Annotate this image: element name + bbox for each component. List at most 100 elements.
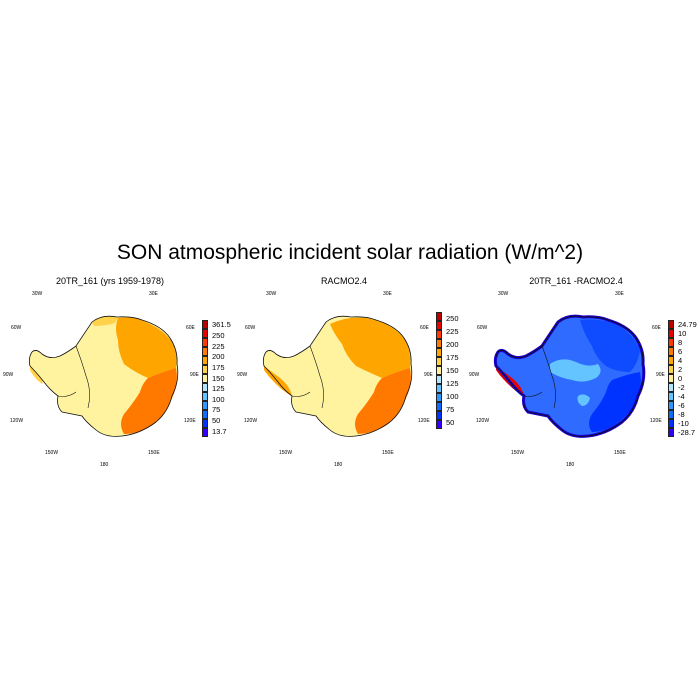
colorbar-label: 225 — [446, 326, 459, 336]
colorbar-label: 10 — [678, 328, 687, 338]
east-antarctica-region — [330, 317, 411, 378]
colorbar — [202, 320, 208, 437]
colorbar-swatch — [202, 383, 208, 392]
lon-label-30w: 30W — [498, 291, 509, 297]
colorbar-label: 200 — [212, 352, 225, 362]
lon-label-150e: 150E — [148, 450, 160, 456]
colorbar — [436, 312, 442, 429]
lon-label-180: 180 — [566, 462, 575, 468]
colorbar-swatch — [668, 383, 674, 392]
colorbar-swatch — [202, 410, 208, 419]
colorbar-label: 8 — [678, 337, 683, 347]
lon-label-150e: 150E — [614, 450, 626, 456]
lon-label-120e: 120E — [650, 418, 662, 424]
lon-label-120w: 120W — [244, 418, 258, 424]
lon-label-150w: 150W — [511, 450, 525, 456]
lon-label-120w: 120W — [10, 418, 24, 424]
lon-label-90e: 90E — [190, 372, 199, 378]
coastline — [28, 315, 179, 437]
colorbar-label: 75 — [212, 405, 221, 415]
colorbar-label: 175 — [212, 362, 225, 372]
figure-title: SON atmospheric incident solar radiation… — [116, 241, 584, 264]
coastline — [494, 315, 645, 437]
lon-label-90e: 90E — [656, 372, 665, 378]
coastal-region — [30, 316, 118, 384]
colorbar-label: 250 — [446, 313, 459, 323]
lon-label-90w: 90W — [3, 372, 14, 378]
colorbar-swatch — [202, 401, 208, 410]
map-panel-1: 20TR_161 (yrs 1959-1978) 30W 30E 60W 60E… — [0, 276, 231, 468]
colorbar-swatch — [202, 392, 208, 401]
colorbar-label: -4 — [678, 391, 685, 401]
colorbar-swatch — [668, 410, 674, 419]
lon-label-30e: 30E — [615, 291, 624, 297]
colorbar-label: 150 — [212, 373, 225, 383]
lon-label-90e: 90E — [424, 372, 433, 378]
colorbar-label: 175 — [446, 352, 459, 362]
map-panel-2: RACMO2.4 30W 30E 60W 60E 90W 90E 120W 12… — [234, 276, 464, 468]
lon-label-30w: 30W — [266, 291, 277, 297]
colorbar-label: 50 — [446, 417, 455, 427]
colorbar-label: 225 — [212, 341, 225, 351]
colorbar-swatch — [436, 312, 442, 321]
colorbar-swatch — [436, 375, 442, 384]
east-antarctica-region — [580, 319, 640, 372]
colorbar-swatch — [202, 356, 208, 365]
ice-shelf-outline — [57, 345, 90, 409]
colorbar-label: 50 — [212, 416, 221, 426]
light-region — [550, 359, 601, 406]
colorbar-swatch — [668, 392, 674, 401]
east-antarctica-region — [116, 317, 177, 378]
coastline — [262, 315, 413, 437]
lon-label-30w: 30W — [32, 291, 43, 297]
colorbar-swatch — [668, 329, 674, 338]
colorbar-label: 75 — [446, 404, 455, 414]
colorbar-swatch — [436, 402, 442, 411]
colorbar-label: 13.7 — [212, 426, 227, 436]
lon-label-90w: 90W — [237, 372, 248, 378]
colorbar-swatch — [668, 347, 674, 356]
lon-label-30e: 30E — [149, 291, 158, 297]
colorbar-swatch — [436, 339, 442, 348]
ice-shelf-outline — [523, 345, 556, 409]
colorbar-label: -6 — [678, 400, 685, 410]
colorbar-swatch — [202, 338, 208, 347]
colorbar-label: 361.5 — [212, 320, 231, 330]
colorbar-label: -10 — [678, 418, 689, 428]
panel-title: 20TR_161 (yrs 1959-1978) — [55, 276, 165, 286]
colorbar-swatch — [668, 365, 674, 374]
lon-label-60w: 60W — [245, 325, 256, 331]
colorbar-swatch — [436, 321, 442, 330]
lon-label-180: 180 — [334, 462, 343, 468]
colorbar-swatch — [668, 428, 674, 437]
colorbar-swatch — [436, 330, 442, 339]
lon-label-60w: 60W — [11, 325, 22, 331]
colorbar-label: -28.7 — [678, 427, 696, 437]
colorbar-swatch — [436, 420, 442, 429]
colorbar-swatch — [202, 428, 208, 437]
antarctica-map — [493, 314, 646, 438]
colorbar-label: 125 — [212, 384, 225, 394]
colorbar-swatch — [668, 419, 674, 428]
lon-label-150w: 150W — [279, 450, 293, 456]
colorbar-label: 0 — [678, 373, 683, 383]
lon-label-60e: 60E — [186, 325, 195, 331]
colorbar-label: 200 — [446, 339, 459, 349]
colorbar-swatch — [436, 411, 442, 420]
colorbar-label: 2 — [678, 364, 683, 374]
lon-label-180: 180 — [100, 462, 109, 468]
lon-label-60e: 60E — [420, 325, 429, 331]
lon-label-60w: 60W — [477, 325, 488, 331]
southeast-region — [355, 368, 411, 434]
lon-label-120e: 120E — [184, 418, 196, 424]
colorbar-swatch — [202, 347, 208, 356]
colorbar-label: -2 — [678, 382, 685, 392]
colorbar-swatch — [436, 384, 442, 393]
colorbar-swatch — [202, 365, 208, 374]
panel-title: RACMO2.4 — [320, 276, 367, 286]
colorbar-swatch — [436, 357, 442, 366]
lon-label-30e: 30E — [383, 291, 392, 297]
lon-label-120e: 120E — [418, 418, 430, 424]
panel-title: 20TR_161 -RACMO2.4 — [529, 276, 623, 286]
colorbar-label: 100 — [212, 394, 225, 404]
